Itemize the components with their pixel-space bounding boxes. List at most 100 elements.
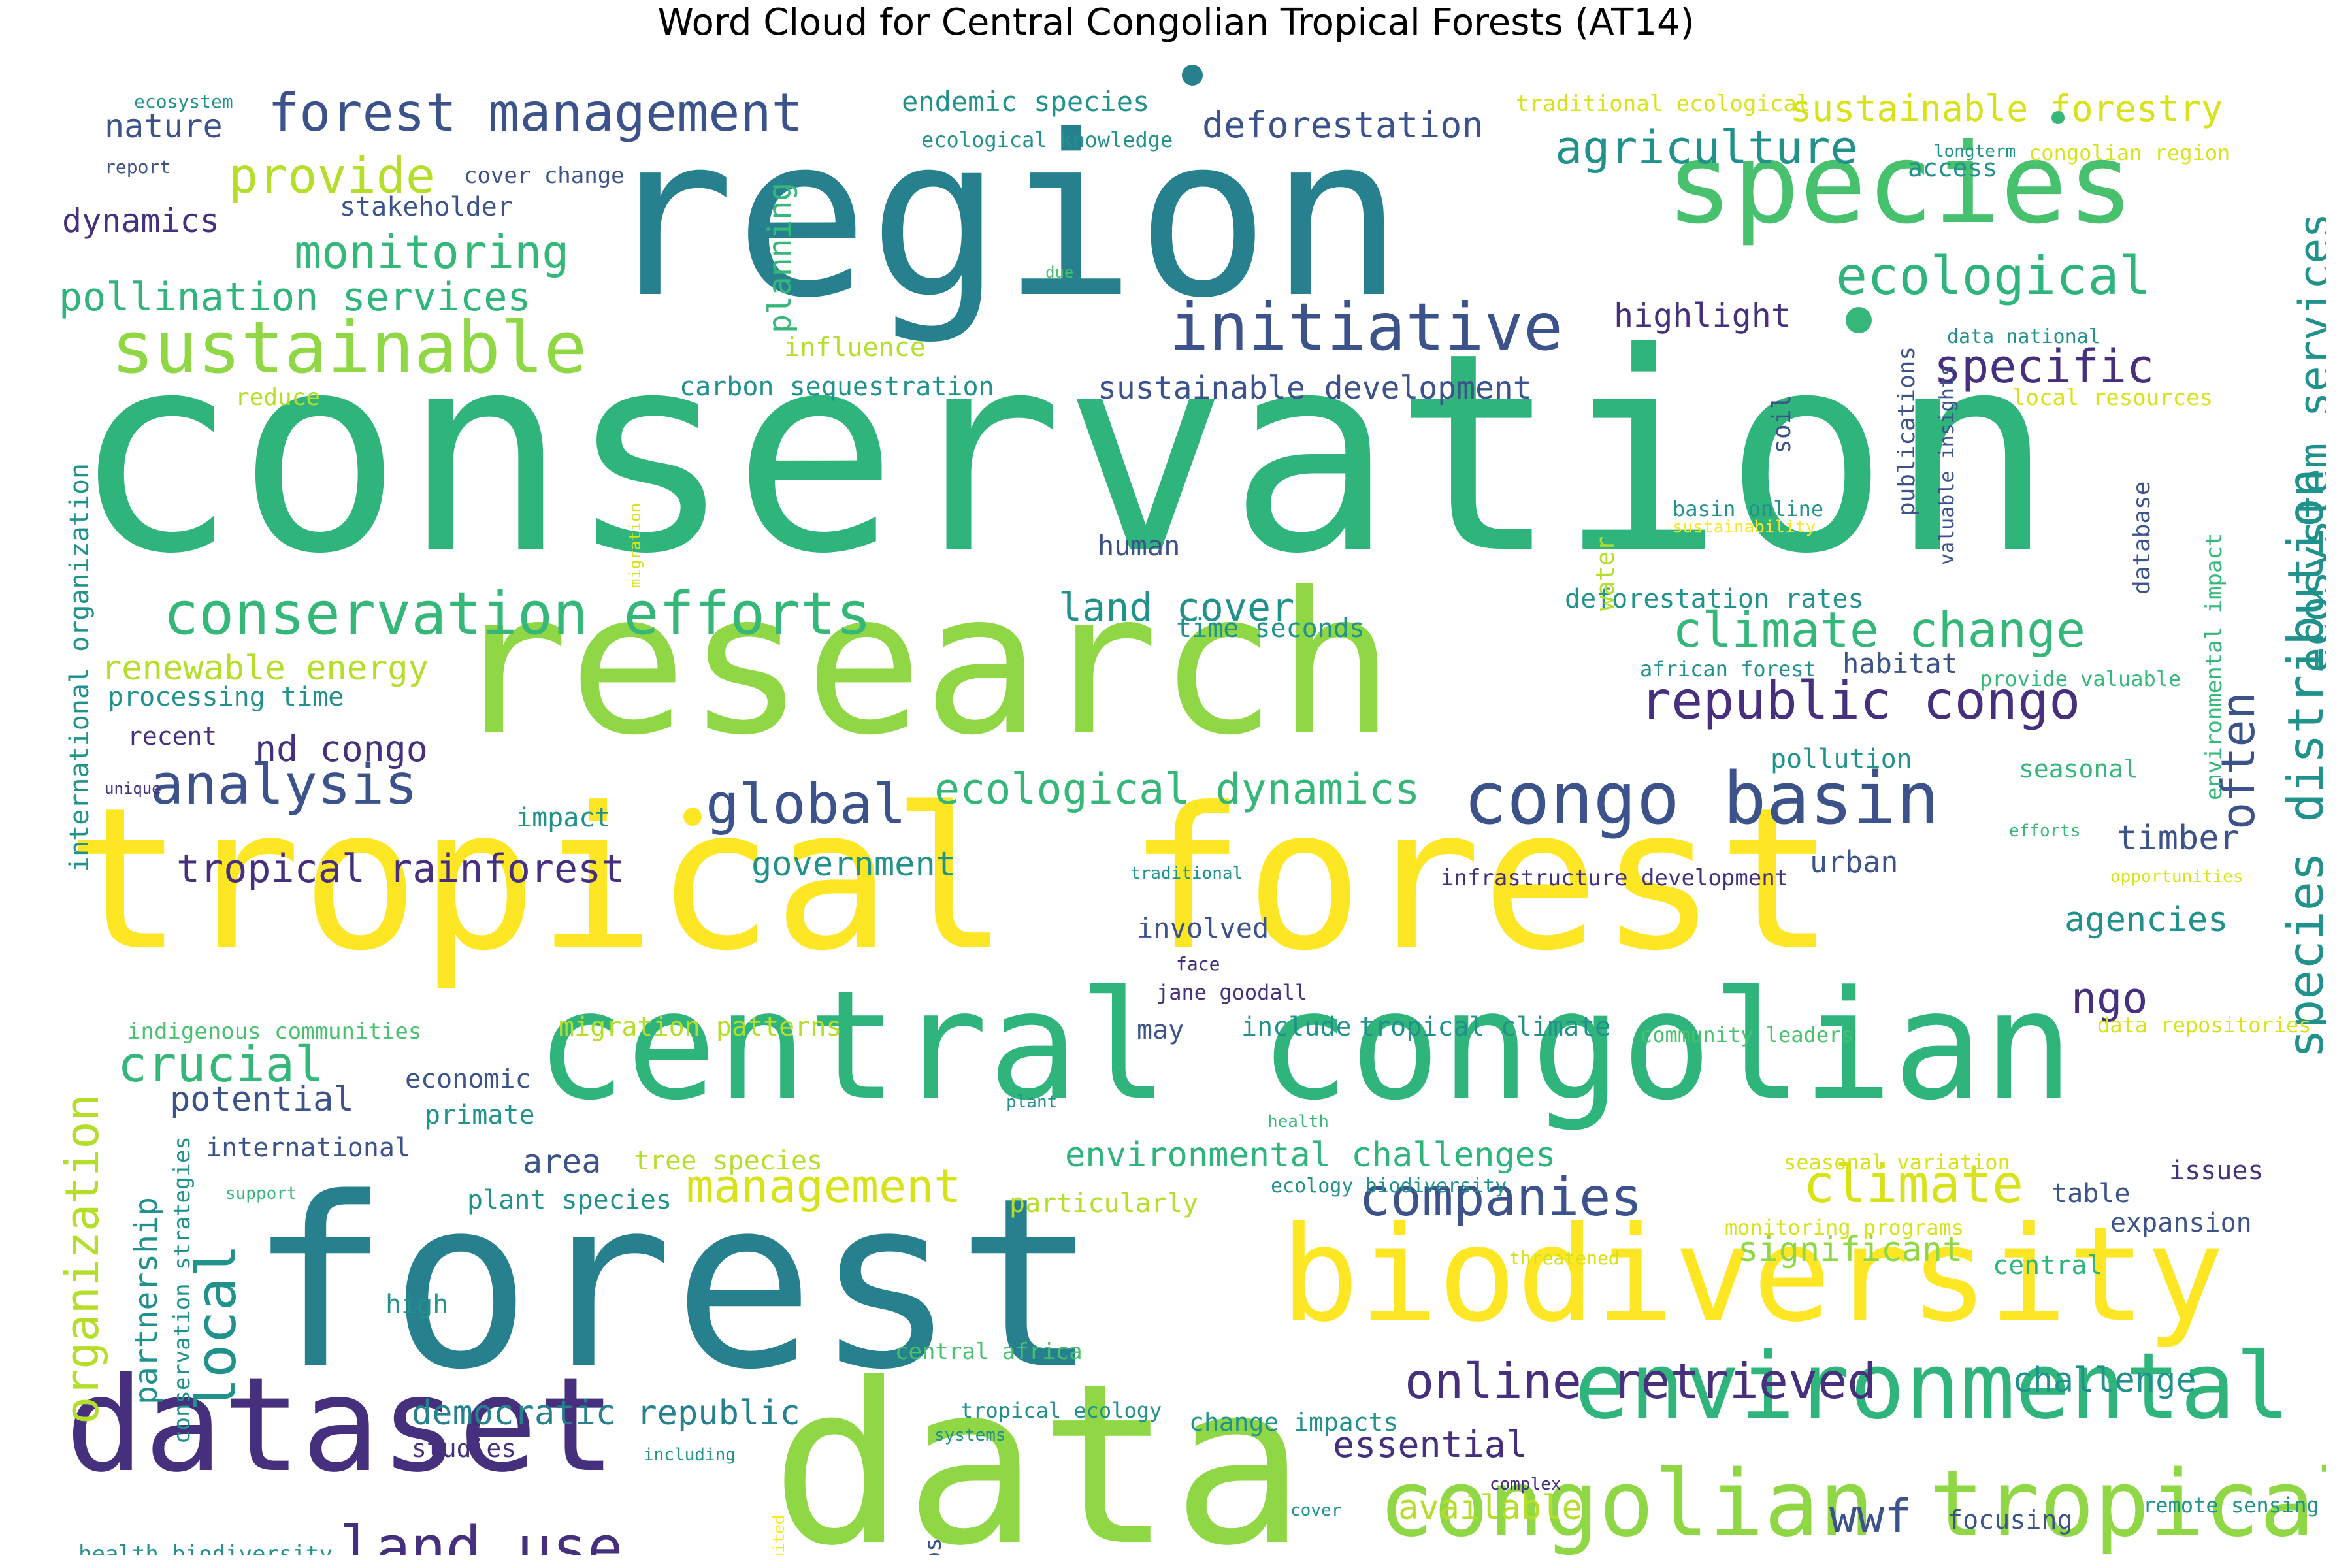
word-basin-online: basin online [1673, 497, 1823, 521]
word-monitoring-programs: monitoring programs [1725, 1215, 1964, 1240]
word-republic-congo: republic congo [1640, 670, 2080, 731]
word-involved: involved [1137, 912, 1269, 944]
word-congolian-tropical: congolian tropical [1379, 1451, 2326, 1555]
word-land-use: land use [340, 1514, 623, 1555]
word-impact: impact [516, 803, 611, 833]
word-ecological-dynamics: ecological dynamics [934, 765, 1420, 814]
word-deforestation: deforestation [1202, 104, 1483, 146]
word-sustainable: sustainable [111, 306, 587, 389]
word-climate-change: climate change [1673, 601, 2085, 659]
word-particularly: particularly [1009, 1188, 1198, 1218]
word-organization: organization [56, 1094, 109, 1424]
word-conservation-efforts: conservation efforts [163, 580, 872, 648]
word-environmental: environmental [1575, 1333, 2291, 1440]
word-dataset: dataset [65, 1349, 616, 1501]
word-community-leaders: community leaders [1640, 1022, 1854, 1047]
word-limited: limited [770, 1515, 788, 1555]
word-environmental-impact: environmental impact [2201, 533, 2227, 800]
word-threatened: threatened [1509, 1247, 1620, 1269]
word-biodiversity: biodiversity [1281, 1199, 2225, 1351]
word-conservation: conservation [72, 295, 2054, 614]
word-central: central [1993, 1250, 2103, 1281]
word-recent: recent [127, 722, 217, 751]
word-ngo: ngo [2071, 974, 2148, 1023]
word-indigenous-communities: indigenous communities [127, 1019, 421, 1045]
word-change-impacts: change impacts [1189, 1408, 1398, 1437]
word-forest: forest [248, 1147, 1098, 1421]
word-plant: plant [1006, 1092, 1057, 1112]
word-tropical-ecology: tropical ecology [960, 1398, 1162, 1423]
word-often: often [2212, 692, 2265, 830]
word-monitoring: monitoring [294, 225, 569, 279]
word-soil: soil [1767, 394, 1796, 454]
word-publications: publications [1893, 346, 1920, 516]
word-highlight: highlight [1614, 297, 1791, 335]
word-conservation-strategies: conservation strategies [169, 1136, 195, 1444]
word-endemic-species: endemic species [902, 86, 1149, 118]
word-ecological-knowledge: ecological knowledge [921, 127, 1173, 152]
word-sustainable-forestry: sustainable forestry [1790, 88, 2223, 129]
word-high: high [385, 1290, 448, 1320]
decorative-dot [2051, 111, 2065, 124]
word-congo-basin: congo basin [1463, 757, 1939, 840]
word-significant: significant [1738, 1230, 1963, 1269]
word-pollution: pollution [1771, 744, 1912, 774]
word-including: including [644, 1445, 736, 1465]
word-may: may [1137, 1015, 1184, 1045]
word-local: local [184, 1244, 249, 1411]
word-due: due [1045, 263, 1073, 282]
word-traditional: traditional [1130, 864, 1243, 883]
word-ecosystem-services: ecosystem services [2291, 213, 2326, 673]
word-agriculture: agriculture [1555, 121, 1858, 174]
page-title: Word Cloud for Central Congolian Tropica… [657, 1, 1695, 44]
word-tropical-forest: tropical forest [65, 766, 1835, 994]
word-traditional-ecological: traditional ecological [1516, 91, 1810, 117]
word-forest-management: forest management [268, 82, 803, 143]
word-timber: timber [2117, 819, 2240, 858]
word-wwf: wwf [1829, 1490, 1912, 1543]
word-pollination-services: pollination services [59, 274, 531, 320]
word-cover-change: cover change [464, 163, 625, 189]
word-human: human [1098, 530, 1180, 562]
word-support: support [225, 1184, 297, 1203]
word-online-retrieved: online retrieved [1405, 1352, 1876, 1410]
word-cloud: conservation region research tropical fores… [26, 46, 2352, 1568]
word-migration: migration [626, 503, 644, 588]
word-unique: unique [105, 779, 161, 798]
word-expansion: expansion [2110, 1208, 2252, 1238]
word-cover: cover [1290, 1501, 1341, 1520]
word-influence: influence [784, 333, 926, 363]
decorative-dot [683, 808, 702, 826]
word-access: access [1908, 154, 1997, 182]
word-ecosystem: ecosystem [134, 91, 233, 112]
word-local-resources: local resources [2012, 385, 2213, 411]
word-reduce: reduce [235, 384, 320, 411]
word-congolian-region: congolian region [2029, 140, 2230, 165]
word-provide: provide [229, 147, 435, 204]
word-complex: complex [1490, 1475, 1561, 1494]
word-jane-goodall: jane goodall [1156, 980, 1307, 1005]
word-health: health [1267, 1112, 1329, 1132]
word-health-biodiversity: health biodiversity [78, 1541, 333, 1555]
word-species-distribution: species distribution [2277, 468, 2326, 1058]
decorative-dot [1182, 65, 1203, 86]
word-research: research [451, 550, 1395, 778]
word-database: database [2129, 482, 2155, 595]
word-provide-valuable: provide valuable [1980, 666, 2181, 691]
word-challenge: challenge [2012, 1361, 2197, 1400]
word-management: management [686, 1160, 961, 1213]
word-infrastructure-development: infrastructure development [1441, 865, 1788, 891]
word-opportunities: opportunities [2110, 867, 2244, 887]
word-time-seconds: time seconds [1176, 613, 1365, 644]
word-dynamics: dynamics [62, 202, 220, 240]
word-gaps: gaps [920, 1537, 947, 1555]
word-democratic-republic: democratic republic [412, 1394, 800, 1433]
word-partnership: partnership [128, 1197, 165, 1405]
word-data-national: data national [1947, 325, 2100, 348]
word-global: global [706, 772, 906, 837]
word-tropical-rainforest: tropical rainforest [176, 846, 625, 892]
word-seasonal-variation: seasonal variation [1784, 1150, 2010, 1175]
word-focusing: focusing [1947, 1505, 2073, 1535]
word-central-congolian: central congolian [536, 959, 2074, 1134]
